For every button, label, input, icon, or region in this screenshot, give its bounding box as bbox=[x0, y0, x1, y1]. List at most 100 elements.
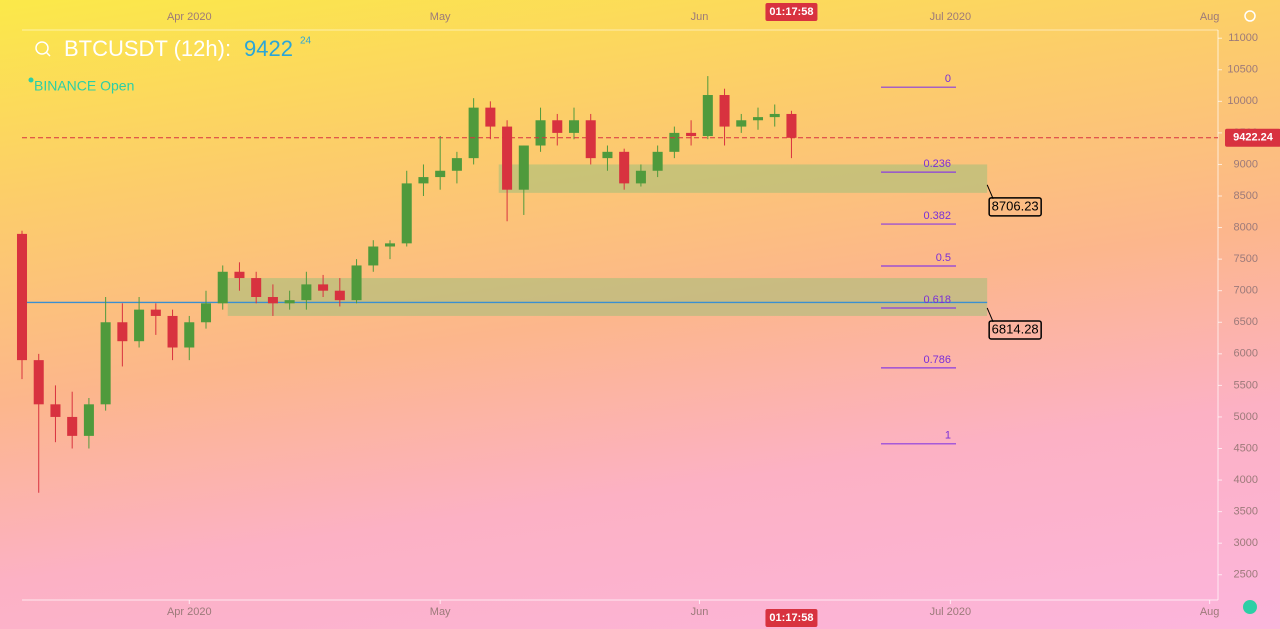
candle-body bbox=[284, 300, 295, 304]
candle-body bbox=[16, 233, 28, 361]
candle-body bbox=[200, 303, 212, 323]
y-tick-label: 3500 bbox=[1234, 506, 1258, 518]
candle-body bbox=[150, 309, 161, 316]
countdown-bottom-box bbox=[765, 609, 818, 627]
y-tick-label: 5000 bbox=[1234, 411, 1258, 423]
candle-body bbox=[568, 120, 580, 133]
candle-body bbox=[318, 284, 329, 291]
y-tick-label: 10000 bbox=[1227, 95, 1258, 107]
candle-body bbox=[485, 107, 496, 127]
candle-body bbox=[418, 177, 429, 184]
candle-body bbox=[50, 404, 61, 417]
y-tick-label: 3000 bbox=[1234, 537, 1258, 549]
status-dot bbox=[28, 77, 34, 83]
annotation-box bbox=[988, 320, 1042, 340]
x-tick-label-top: May bbox=[430, 11, 451, 23]
candle-body bbox=[669, 132, 680, 152]
status-button[interactable] bbox=[1243, 600, 1257, 614]
fib-label: 0 bbox=[945, 73, 951, 85]
countdown-top: 01:17:58 bbox=[769, 6, 813, 18]
x-tick-label: Jul 2020 bbox=[930, 606, 972, 618]
candle-body bbox=[451, 158, 462, 171]
search-icon-handle bbox=[45, 51, 51, 57]
candle-body bbox=[301, 284, 312, 301]
candle-body bbox=[368, 246, 379, 266]
candle-body bbox=[67, 416, 78, 436]
x-tick-label-top: Aug bbox=[1200, 11, 1220, 23]
x-tick-label: Apr 2020 bbox=[167, 606, 212, 618]
candle-body bbox=[234, 271, 245, 279]
candle-body bbox=[251, 278, 262, 298]
last-price-decimals: 24 bbox=[300, 36, 312, 47]
candle-body bbox=[167, 315, 178, 348]
y-tick-label: 11000 bbox=[1228, 32, 1258, 44]
x-tick-label-top: Jun bbox=[691, 11, 709, 23]
x-tick-label-top: Jul 2020 bbox=[930, 11, 972, 23]
y-tick-label: 7500 bbox=[1234, 253, 1258, 265]
zone bbox=[498, 164, 988, 193]
annotation-pointer bbox=[986, 307, 994, 323]
candle-body bbox=[468, 107, 479, 159]
candle-body bbox=[585, 120, 596, 159]
y-tick-label: 6000 bbox=[1234, 348, 1258, 360]
candle-body bbox=[686, 132, 697, 137]
candle-body bbox=[552, 120, 563, 133]
y-tick-label: 6500 bbox=[1234, 316, 1258, 328]
candle-body bbox=[652, 151, 663, 171]
x-tick-label-top: Apr 2020 bbox=[167, 11, 212, 23]
candle-body bbox=[117, 322, 128, 342]
fib-label: 0.382 bbox=[923, 210, 951, 222]
annotation-label: 6814.28 bbox=[992, 321, 1039, 336]
annotation-box bbox=[988, 197, 1042, 217]
candle-body bbox=[217, 271, 228, 304]
candle-body bbox=[702, 95, 713, 137]
fib-label: 0.618 bbox=[923, 294, 951, 306]
candle-body bbox=[267, 297, 278, 304]
y-tick-label: 4000 bbox=[1234, 474, 1258, 486]
last-price: 9422 bbox=[244, 36, 293, 61]
last-price-box bbox=[1225, 128, 1280, 147]
candle-body bbox=[719, 95, 730, 127]
x-tick-label: May bbox=[430, 606, 451, 618]
x-tick-label: Aug bbox=[1200, 606, 1220, 618]
x-tick-label: Jun bbox=[691, 606, 709, 618]
y-tick-label: 5500 bbox=[1234, 379, 1258, 391]
candle-body bbox=[769, 113, 780, 118]
y-tick-label: 7000 bbox=[1234, 285, 1258, 297]
candle-body bbox=[786, 113, 797, 138]
candle-body bbox=[184, 322, 195, 348]
y-tick-label: 8000 bbox=[1234, 221, 1258, 233]
fib-label: 0.5 bbox=[936, 252, 951, 264]
fib-label: 0.786 bbox=[923, 354, 951, 366]
candle-body bbox=[100, 322, 111, 405]
y-tick-label: 8500 bbox=[1234, 190, 1258, 202]
y-tick-label: 9000 bbox=[1234, 158, 1258, 170]
search-icon[interactable] bbox=[35, 41, 49, 55]
y-tick-label: 4500 bbox=[1234, 442, 1258, 454]
candle-body bbox=[736, 120, 747, 127]
candle-body bbox=[401, 183, 412, 244]
candle-body bbox=[134, 309, 145, 342]
candle-body bbox=[384, 243, 396, 247]
annotation-pointer bbox=[986, 184, 994, 200]
y-tick-label: 2500 bbox=[1234, 569, 1258, 581]
candle-body bbox=[602, 151, 613, 159]
annotation-label: 8706.23 bbox=[992, 198, 1039, 213]
candle-body bbox=[518, 145, 529, 190]
candle-body bbox=[435, 170, 446, 178]
countdown-bottom: 01:17:58 bbox=[769, 612, 813, 624]
settings-icon[interactable] bbox=[1244, 10, 1256, 22]
candle-body bbox=[635, 170, 646, 184]
candle-body bbox=[502, 126, 513, 190]
fib-label: 1 bbox=[945, 430, 951, 442]
candle-body bbox=[535, 120, 546, 146]
candle-body bbox=[334, 290, 345, 301]
y-tick-label: 10500 bbox=[1227, 64, 1258, 76]
candle-body bbox=[33, 360, 44, 405]
candle-body bbox=[351, 265, 362, 301]
fib-label: 0.236 bbox=[923, 158, 951, 170]
exchange-status: BINANCE Open bbox=[34, 78, 134, 94]
last-price-label: 9422.24 bbox=[1233, 132, 1274, 144]
